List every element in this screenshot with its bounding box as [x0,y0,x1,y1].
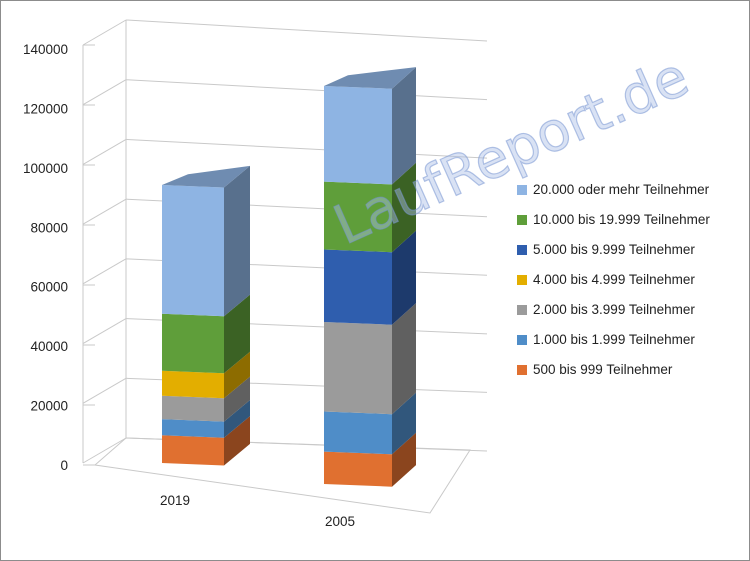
legend-swatch [517,275,527,285]
y-tick-label: 140000 [23,42,68,57]
chart-walls [82,19,488,514]
y-tick-label: 40000 [30,339,68,354]
legend-item: 5.000 bis 9.999 Teilnehmer [517,239,742,269]
gridline [82,198,127,225]
y-tick-label: 100000 [23,161,68,176]
gridline [125,138,488,159]
bar-segment [162,165,250,317]
gridline [82,19,127,46]
bar-segment [324,230,416,325]
y-tick-label: 80000 [30,220,68,235]
bar-segment [324,67,416,185]
legend-swatch [517,335,527,345]
legend-item: 4.000 bis 4.999 Teilnehmer [517,269,742,299]
legend-item: 20.000 oder mehr Teilnehmer [517,179,742,209]
legend-item: 10.000 bis 19.999 Teilnehmer [517,209,742,239]
bar-segment [162,351,250,399]
bar-stack-2019 [162,165,250,466]
y-axis-tick-labels: 0 20000 40000 60000 80000 100000 120000 140000 [23,42,68,473]
gridline [82,258,127,285]
legend-label: 1.000 bis 1.999 Teilnehmer [533,332,695,347]
legend-swatch [517,185,527,195]
legend-swatch [517,305,527,315]
bar-segment [162,294,250,374]
y-tick-label: 0 [60,458,68,473]
gridline [125,19,488,42]
legend-swatch [517,215,527,225]
legend-label: 500 bis 999 Teilnehmer [533,362,673,377]
legend-label: 5.000 bis 9.999 Teilnehmer [533,242,695,257]
bar-segment [324,162,416,253]
x-axis-tick-labels: 2019 2005 [160,493,355,529]
x-tick-label: 2019 [160,493,190,508]
legend-swatch [517,245,527,255]
legend-label: 4.000 bis 4.999 Teilnehmer [533,272,695,287]
bar-segment [162,400,250,438]
legend-swatch [517,365,527,375]
bar-stacks [162,67,416,487]
legend-item: 2.000 bis 3.999 Teilnehmer [517,299,742,329]
y-tick-label: 60000 [30,280,68,295]
gridline [125,79,488,101]
bar-segment [324,392,416,455]
gridline [82,318,127,345]
gridline [82,437,127,464]
bar-segment [324,303,416,415]
legend-item: 1.000 bis 1.999 Teilnehmer [517,329,742,359]
bar-segment [324,432,416,487]
legend-label: 10.000 bis 19.999 Teilnehmer [533,212,710,227]
bar-segment [162,376,250,422]
legend-label: 2.000 bis 3.999 Teilnehmer [533,302,695,317]
x-tick-label: 2005 [325,514,355,529]
bar-stack-2005 [324,67,416,487]
gridline [82,79,127,106]
gridline [82,377,127,404]
chart-legend: 20.000 oder mehr Teilnehmer 10.000 bis 19… [517,179,742,389]
bar-segment [162,416,250,466]
y-tick-label: 20000 [30,399,68,414]
y-tick-label: 120000 [23,101,68,116]
gridline [82,138,127,165]
legend-item: 500 bis 999 Teilnehmer [517,359,742,389]
legend-label: 20.000 oder mehr Teilnehmer [533,182,710,197]
